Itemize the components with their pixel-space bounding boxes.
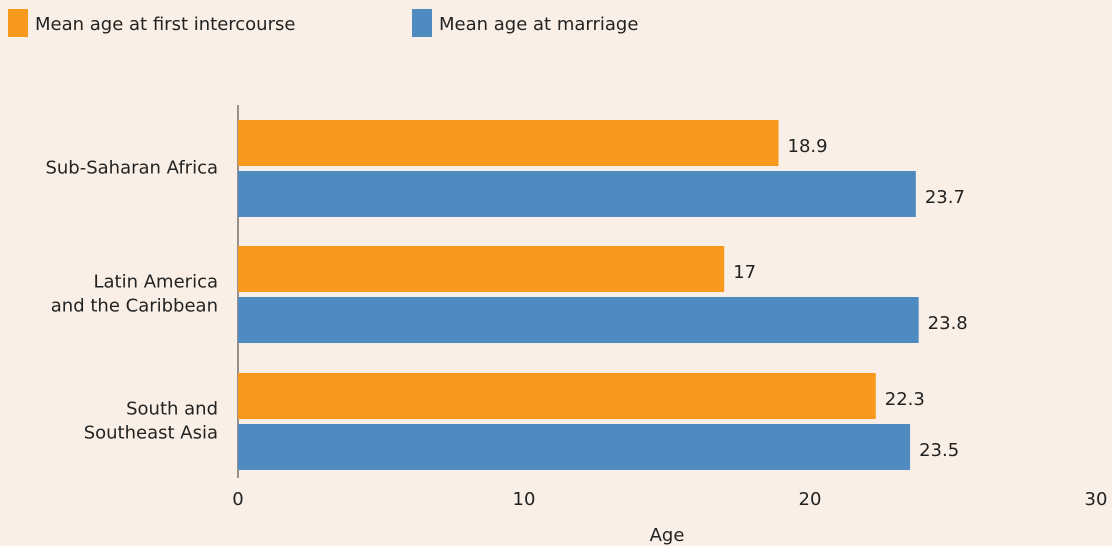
bar (238, 373, 876, 419)
legend-label: Mean age at marriage (439, 14, 638, 35)
value-label: 22.3 (885, 389, 925, 410)
legend-label: Mean age at first intercourse (35, 14, 295, 35)
value-label: 17 (733, 262, 756, 283)
x-tick-label: 10 (513, 489, 536, 510)
value-label: 23.7 (925, 187, 965, 208)
value-label: 23.8 (928, 313, 968, 334)
legend-swatch (412, 9, 432, 37)
bar (238, 120, 779, 166)
x-tick-label: 20 (799, 489, 822, 510)
bar (238, 171, 916, 217)
value-label: 23.5 (919, 440, 959, 461)
bar (238, 246, 725, 292)
value-label: 18.9 (788, 136, 828, 157)
x-tick-label: 30 (1085, 489, 1108, 510)
legend-swatch (8, 9, 28, 37)
bar (238, 297, 919, 343)
bar (238, 424, 911, 470)
y-tick-label: Latin America and the Caribbean (51, 272, 218, 317)
y-tick-label: South and Southeast Asia (84, 399, 218, 444)
y-tick-label: Sub-Saharan Africa (45, 158, 218, 179)
x-axis-label: Age (650, 525, 685, 546)
x-tick-label: 0 (232, 489, 243, 510)
